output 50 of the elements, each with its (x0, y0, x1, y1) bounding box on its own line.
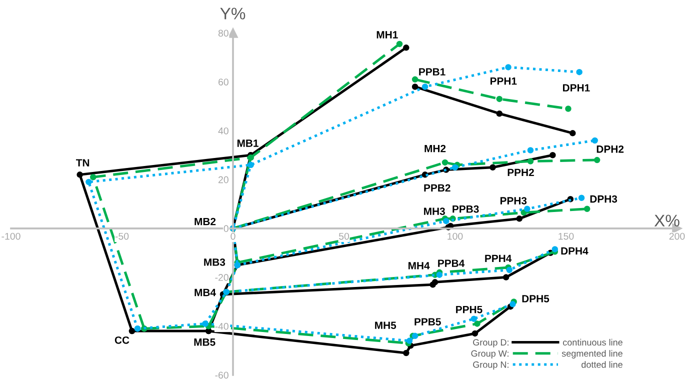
annotation: segmented line (562, 350, 622, 358)
y-tick-label: -60 (215, 372, 228, 379)
annotation: DPH1 (563, 84, 590, 92)
x-tick-label: 50 (338, 232, 350, 240)
y-tick-label: 40 (218, 127, 228, 134)
annotation: PPB3 (452, 205, 479, 213)
annotation: PPB1 (419, 68, 446, 76)
y-tick-label: -40 (215, 322, 228, 330)
annotation: MB1 (237, 140, 258, 147)
y-tick-label: -20 (215, 274, 228, 281)
x-tick-label: 100 (448, 232, 463, 240)
annotation: PPB2 (424, 184, 450, 192)
annotation: PPH1 (490, 77, 517, 85)
annotation: MH3 (424, 208, 445, 216)
annotation: MH4 (408, 262, 430, 270)
annotation: PPB4 (438, 260, 465, 267)
annotation: MH2 (424, 144, 446, 152)
x-tick-label: 200 (669, 232, 685, 240)
annotation: PPH4 (485, 254, 512, 262)
annotation: MB5 (194, 338, 216, 346)
annotation: PPB5 (414, 318, 441, 326)
annotation: DPH5 (522, 295, 550, 302)
annotation: TN (76, 159, 90, 166)
y-tick-label: 0 (224, 225, 228, 232)
annotation: MH5 (375, 322, 396, 330)
annotation: CC (114, 336, 130, 344)
y-tick-label: 80 (218, 30, 228, 37)
x-tick-label: -100 (2, 232, 20, 240)
legend-label: Group W: (471, 350, 508, 358)
annotation: PPH3 (500, 197, 527, 204)
annotation: MB4 (194, 288, 216, 296)
x-tick-label: 0 (230, 232, 236, 240)
y-tick-label: 20 (218, 176, 228, 184)
annotation: DPH4 (561, 247, 588, 255)
y-tick-label: 60 (218, 78, 228, 86)
annotation: MH1 (376, 31, 398, 38)
x-tick-label: 150 (558, 232, 574, 240)
legend-label: Group N: (473, 361, 508, 370)
y-axis-title: Y% (220, 8, 246, 20)
annotation: DPH3 (590, 195, 618, 203)
x-axis-title: X% (654, 214, 680, 226)
annotation: MB3 (204, 258, 226, 266)
x-tick-label: -50 (115, 232, 129, 240)
annotation: PPH5 (456, 306, 482, 314)
annotation: continuous line (562, 338, 622, 346)
annotation: MB2 (194, 218, 216, 226)
annotation: dotted line (582, 361, 622, 368)
annotation: DPH2 (596, 145, 624, 153)
annotation: PPH2 (508, 168, 534, 176)
legend-label: Group D: (473, 339, 508, 348)
